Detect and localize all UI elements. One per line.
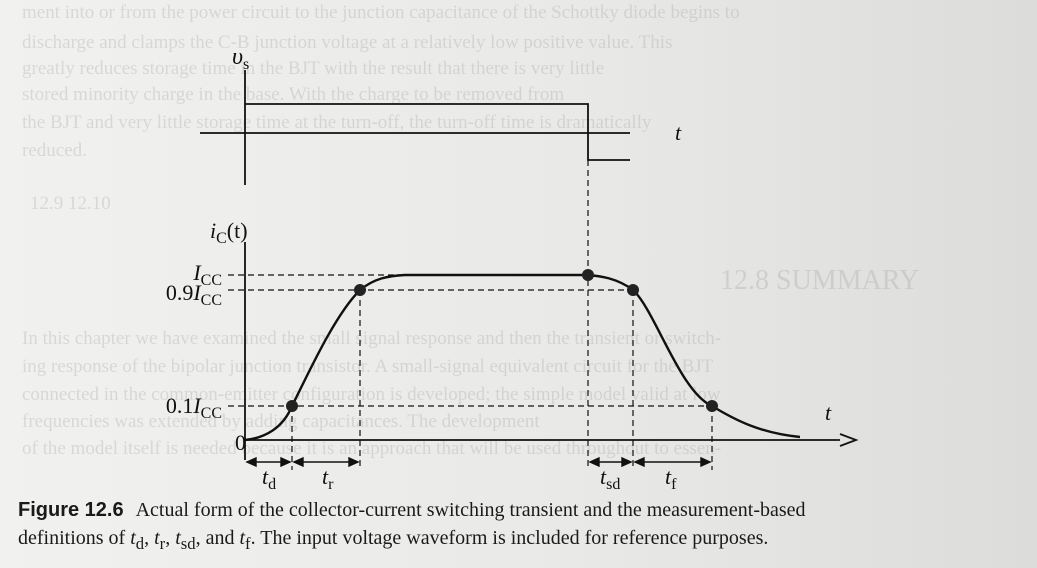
arrowhead bbox=[292, 456, 304, 468]
ic-waveform bbox=[244, 273, 801, 442]
caption-tsd-sub: sd bbox=[180, 534, 196, 553]
caption-text-2c: . The input voltage waveform is included… bbox=[250, 527, 769, 549]
ic-time-axis-arrow bbox=[839, 433, 859, 447]
level-01-label: 0.1ICC bbox=[166, 393, 222, 422]
caption-tsd-main: t bbox=[175, 527, 181, 549]
tsd-label: tsd bbox=[600, 464, 620, 490]
figure-number: Figure 12.6 bbox=[18, 499, 124, 521]
caption-tr-main: t bbox=[154, 527, 160, 549]
point-90pct-rise bbox=[354, 284, 366, 296]
ic-t-label: t bbox=[825, 400, 832, 425]
arrowhead bbox=[621, 456, 633, 468]
level-09-label: 0.9ICC bbox=[166, 280, 222, 309]
caption-tf-sub: f bbox=[245, 534, 251, 553]
caption-text-1: Actual form of the collector-current swi… bbox=[135, 499, 806, 521]
caption-text-2b: , and bbox=[195, 527, 240, 549]
td-label: td bbox=[262, 464, 276, 490]
caption-tf-main: t bbox=[239, 527, 246, 549]
ic-axes bbox=[244, 242, 859, 460]
arrowhead bbox=[245, 456, 257, 468]
tr-label: tr bbox=[322, 464, 334, 490]
caption-td-sub: d bbox=[135, 534, 145, 553]
point-turnoff-start bbox=[582, 269, 594, 281]
arrowhead bbox=[280, 456, 292, 468]
caption-line-2: definitions of td, tr, tsd, and tf. The … bbox=[18, 527, 769, 553]
arrowhead bbox=[633, 456, 645, 468]
figure-caption: Figure 12.6 Actual form of the collector-… bbox=[18, 496, 1028, 558]
arrowhead bbox=[588, 456, 600, 468]
point-90pct-fall bbox=[627, 284, 639, 296]
tf-label: tf bbox=[665, 464, 677, 490]
measurement-points bbox=[286, 269, 718, 412]
caption-text-2a: definitions of bbox=[18, 527, 131, 549]
point-10pct-fall bbox=[706, 400, 718, 412]
level-icc-label: ICC bbox=[192, 260, 222, 289]
caption-tr-sub: r bbox=[159, 534, 166, 553]
ic-label: iC(t) bbox=[210, 218, 248, 247]
point-10pct-rise bbox=[286, 400, 298, 412]
interval-arrows bbox=[245, 456, 712, 468]
arrowhead bbox=[700, 456, 712, 468]
input-voltage-waveform bbox=[200, 70, 630, 185]
dashed-guides bbox=[228, 160, 713, 470]
origin-label: 0 bbox=[235, 430, 246, 455]
vs-t-label: t bbox=[675, 120, 682, 145]
vs-pulse bbox=[245, 103, 630, 161]
arrowhead bbox=[348, 456, 360, 468]
caption-line-1: Figure 12.6 Actual form of the collector-… bbox=[18, 496, 1028, 524]
vs-label: υs bbox=[232, 44, 249, 73]
switching-transient-diagram: υs t iC(t) t ICC 0.9ICC 0.1ICC 0 bbox=[166, 44, 859, 490]
caption-td-main: t bbox=[130, 527, 136, 549]
